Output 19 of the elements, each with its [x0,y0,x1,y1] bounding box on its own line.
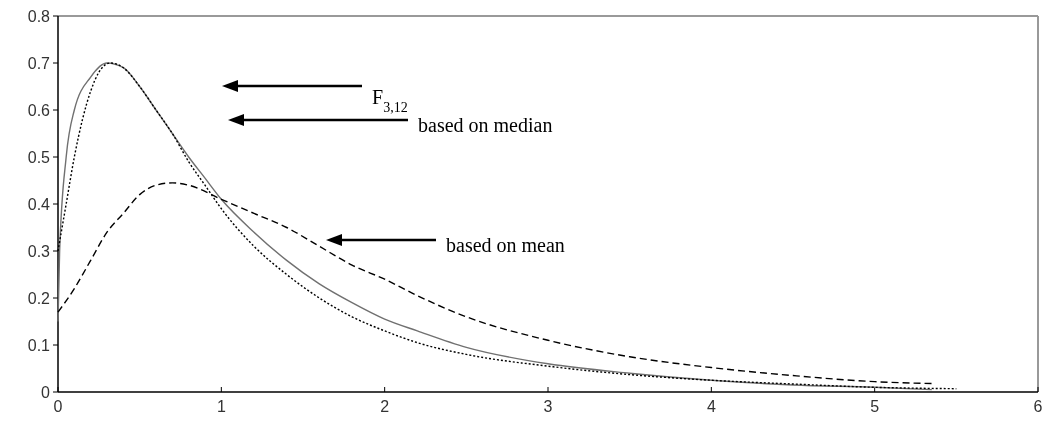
x-tick-label: 0 [53,398,63,415]
y-tick-label: 0.1 [27,336,51,354]
x-tick-label: 5 [870,398,880,415]
annotation: based on mean [446,234,565,256]
y-tick-label: 0.6 [27,101,51,119]
y-tick-label: 0 [41,383,51,401]
x-tick-label: 3 [543,398,553,415]
x-tick-label: 4 [706,398,716,415]
x-tick-label: 1 [216,398,226,415]
annotation: F$_{3,12}$ [372,86,408,115]
y-tick-label: 0.3 [27,242,51,260]
y-tick-label: 0.4 [27,195,51,213]
y-tick-label: 0.8 [27,7,51,25]
y-tick-label: 0.7 [27,54,51,72]
y-tick-label: 0.2 [27,289,51,307]
x-tick-label: 2 [380,398,390,415]
annotation: based on median [418,114,553,136]
y-tick-label: 0.5 [27,148,51,166]
x-tick-label: 6 [1033,398,1043,415]
